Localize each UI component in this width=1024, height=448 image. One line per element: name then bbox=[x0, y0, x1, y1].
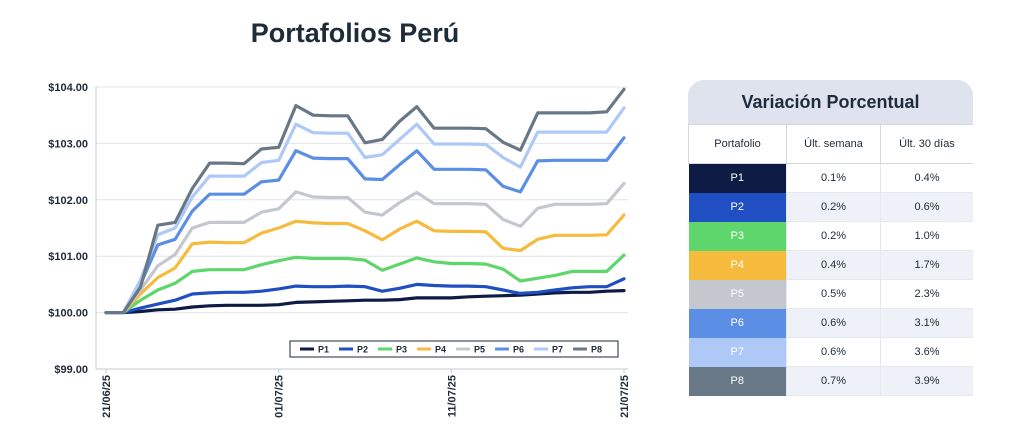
series-line-p7 bbox=[104, 106, 626, 315]
portfolio-cell: P2 bbox=[688, 192, 787, 222]
legend-box bbox=[289, 340, 619, 358]
table-header-row: Portafolio Últ. semana Últ. 30 días bbox=[688, 124, 973, 164]
legend-label: P2 bbox=[357, 345, 368, 355]
last-30-days-cell: 1.7% bbox=[880, 250, 973, 280]
last-week-cell: 0.6% bbox=[786, 337, 881, 367]
last-week-cell: 0.7% bbox=[786, 366, 881, 396]
chart-title: Portafolios Perú bbox=[250, 18, 460, 48]
last-week-cell: 0.5% bbox=[786, 279, 881, 309]
legend-label: P6 bbox=[513, 345, 524, 355]
table-row: P7 0.6% 3.6% bbox=[688, 337, 973, 367]
legend-label: P1 bbox=[318, 345, 329, 355]
y-tick-label: $102.00 bbox=[48, 195, 88, 207]
header-last-week: Últ. semana bbox=[786, 124, 881, 164]
x-tick-label: 01/07/25 bbox=[274, 375, 286, 418]
header-last-30-days: Últ. 30 días bbox=[880, 124, 973, 164]
portfolio-cell: P1 bbox=[688, 163, 787, 193]
series-line-p1 bbox=[104, 289, 626, 315]
table-row: P6 0.6% 3.1% bbox=[688, 308, 973, 338]
variation-table: Portafolio Últ. semana Últ. 30 días P1 0.… bbox=[688, 124, 973, 396]
portfolio-cell: P8 bbox=[688, 366, 787, 396]
series-line-p6 bbox=[104, 136, 626, 315]
table-row: P4 0.4% 1.7% bbox=[688, 250, 973, 280]
last-30-days-cell: 1.0% bbox=[880, 221, 973, 251]
last-30-days-cell: 0.4% bbox=[880, 163, 973, 193]
legend-label: P5 bbox=[474, 345, 485, 355]
last-30-days-cell: 2.3% bbox=[880, 279, 973, 309]
legend-label: P7 bbox=[552, 345, 563, 355]
series-line-p2 bbox=[104, 277, 626, 315]
series-line-p8 bbox=[104, 87, 626, 315]
x-tick-label: 21/07/25 bbox=[619, 375, 631, 418]
line-chart: $99.00 $100.00 $101.00 $102.00 $103.00 $104.0… bbox=[48, 82, 631, 418]
last-week-cell: 0.4% bbox=[786, 250, 881, 280]
x-tick-label: 21/06/25 bbox=[101, 375, 113, 418]
table-row: P2 0.2% 0.6% bbox=[688, 192, 973, 222]
portfolio-cell: P5 bbox=[688, 279, 787, 309]
portfolio-cell: P3 bbox=[688, 221, 787, 251]
table-row: P1 0.1% 0.4% bbox=[688, 163, 973, 193]
y-tick-label: $100.00 bbox=[48, 308, 88, 320]
y-tick-label: $101.00 bbox=[48, 251, 88, 263]
last-week-cell: 0.1% bbox=[786, 163, 881, 193]
x-tick-label: 11/07/25 bbox=[446, 375, 458, 417]
y-tick-label: $104.00 bbox=[48, 82, 88, 94]
series-line-p3 bbox=[104, 253, 626, 315]
table-row: P5 0.5% 2.3% bbox=[688, 279, 973, 309]
table-title: Variación Porcentual bbox=[688, 80, 973, 124]
portfolio-cell: P6 bbox=[688, 308, 787, 338]
last-30-days-cell: 3.6% bbox=[880, 337, 973, 367]
last-30-days-cell: 3.1% bbox=[880, 308, 973, 338]
series-line-p4 bbox=[104, 213, 626, 315]
y-tick-label: $99.00 bbox=[54, 364, 88, 376]
series-line-p5 bbox=[104, 181, 626, 315]
legend-label: P8 bbox=[591, 345, 602, 355]
last-week-cell: 0.2% bbox=[786, 192, 881, 222]
last-30-days-cell: 3.9% bbox=[880, 366, 973, 396]
last-30-days-cell: 0.6% bbox=[880, 192, 973, 222]
variation-table-panel: Variación Porcentual Portafolio Últ. sem… bbox=[688, 80, 973, 396]
table-row: P3 0.2% 1.0% bbox=[688, 221, 973, 251]
last-week-cell: 0.6% bbox=[786, 308, 881, 338]
table-row: P8 0.7% 3.9% bbox=[688, 366, 973, 396]
legend-label: P4 bbox=[435, 345, 446, 355]
legend-label: P3 bbox=[396, 345, 407, 355]
last-week-cell: 0.2% bbox=[786, 221, 881, 251]
header-portafolio: Portafolio bbox=[688, 124, 787, 164]
y-tick-label: $103.00 bbox=[48, 138, 88, 150]
portfolio-cell: P4 bbox=[688, 250, 787, 280]
portfolio-cell: P7 bbox=[688, 337, 787, 367]
